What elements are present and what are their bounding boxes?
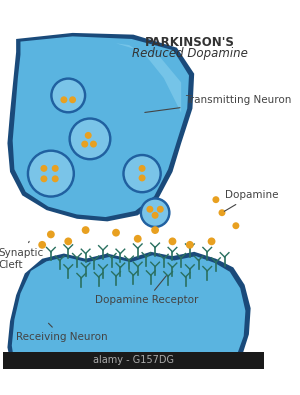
Circle shape [82,226,89,234]
Circle shape [123,154,161,193]
Text: Synaptic
Cleft: Synaptic Cleft [0,241,44,269]
Circle shape [169,237,176,245]
Circle shape [232,222,239,229]
Circle shape [208,237,215,245]
Circle shape [60,96,68,103]
Circle shape [38,241,46,249]
Polygon shape [116,43,181,113]
Bar [3,352,264,369]
Circle shape [125,156,159,191]
Circle shape [71,120,109,158]
Circle shape [47,231,55,238]
Circle shape [29,152,73,196]
Text: Receiving Neuron: Receiving Neuron [16,323,108,342]
Circle shape [146,206,153,213]
Circle shape [27,150,74,197]
Polygon shape [8,252,250,369]
Circle shape [186,241,194,249]
Circle shape [151,226,159,234]
Circle shape [64,237,72,245]
Circle shape [40,165,47,172]
Circle shape [134,235,142,243]
Circle shape [69,96,76,103]
Text: PARKINSON'S: PARKINSON'S [145,36,235,49]
Circle shape [81,141,88,148]
Polygon shape [16,221,194,256]
Circle shape [140,198,170,228]
Circle shape [157,206,164,213]
Text: Reduced Dopamine: Reduced Dopamine [132,47,248,60]
Circle shape [52,80,84,111]
Polygon shape [13,36,189,217]
Circle shape [152,212,159,219]
Circle shape [52,165,59,172]
Circle shape [40,175,47,182]
Text: Transmitting Neuron: Transmitting Neuron [145,95,292,113]
Circle shape [218,209,226,216]
Circle shape [51,78,86,113]
Circle shape [90,141,97,148]
Circle shape [139,175,145,181]
Circle shape [142,199,168,226]
Polygon shape [8,33,194,221]
Text: Dopamine: Dopamine [224,190,278,211]
Circle shape [52,175,59,182]
Circle shape [112,229,120,237]
Circle shape [85,132,92,139]
Circle shape [139,165,145,172]
Polygon shape [12,255,245,369]
Text: Dopamine Receptor: Dopamine Receptor [95,276,198,305]
Text: alamy - G157DG: alamy - G157DG [93,356,174,365]
Circle shape [212,196,219,203]
Circle shape [69,118,111,160]
